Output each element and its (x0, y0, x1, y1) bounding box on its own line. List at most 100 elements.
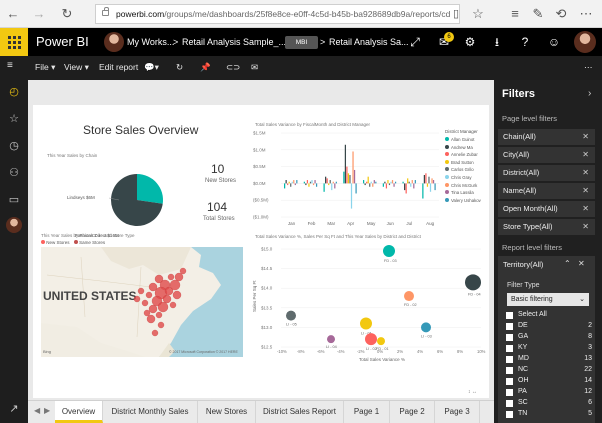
shared-people-icon[interactable]: ⚇ (9, 167, 19, 179)
close-icon[interactable]: ✕ (582, 168, 589, 177)
filter-store-type[interactable]: Store Type(All) ✕ (498, 219, 595, 235)
checkbox[interactable] (506, 345, 513, 352)
favorites-star-icon[interactable]: ☆ (9, 113, 19, 125)
bar[interactable] (391, 180, 394, 184)
store-marker[interactable] (143, 309, 151, 317)
bar[interactable] (363, 180, 365, 184)
store-marker[interactable] (155, 311, 163, 319)
tab-district-sales-report[interactable]: District Sales Report (256, 401, 344, 423)
chevron-up-icon[interactable]: ⌃ (564, 259, 571, 268)
territory-item[interactable]: OH 14 (506, 376, 592, 387)
scatter-point[interactable] (383, 244, 395, 257)
collapse-filters-icon[interactable]: › (588, 88, 592, 99)
close-icon[interactable]: ✕ (582, 204, 589, 213)
scatter-point[interactable] (465, 274, 481, 291)
bar[interactable] (309, 181, 312, 184)
bar[interactable] (428, 176, 430, 184)
notification-icon[interactable]: ✉ (438, 35, 450, 49)
bar[interactable] (311, 180, 313, 184)
store-marker[interactable] (148, 304, 158, 314)
bar[interactable] (408, 181, 410, 184)
bar[interactable] (290, 183, 292, 187)
checkbox[interactable] (506, 356, 513, 363)
checkbox[interactable] (506, 411, 513, 418)
hub-icon[interactable]: ≡ (511, 6, 519, 21)
pie-slice[interactable] (137, 174, 163, 204)
avatar[interactable] (6, 217, 22, 233)
tab-district-monthly-sales[interactable]: District Monthly Sales (103, 401, 198, 423)
checkbox[interactable] (506, 389, 513, 396)
bar[interactable] (367, 176, 369, 184)
bar[interactable] (407, 178, 409, 184)
bar[interactable] (413, 183, 415, 189)
share-icon[interactable]: ⟲ (555, 6, 567, 21)
page-nav-icon[interactable]: ↕ ↔ (468, 389, 477, 395)
store-marker[interactable] (154, 274, 164, 284)
home-icon[interactable]: ◴ (9, 86, 19, 98)
bar[interactable] (346, 166, 348, 184)
bar[interactable] (315, 183, 318, 187)
bar[interactable] (387, 180, 389, 184)
bar[interactable] (291, 181, 293, 184)
territory-item[interactable]: SC 6 (506, 398, 592, 409)
legend-item[interactable]: Andrew Ma (445, 144, 481, 152)
scatter-point[interactable] (360, 317, 372, 330)
web-note-icon[interactable]: ✎ (532, 6, 544, 21)
hamburger-menu-icon[interactable]: ≡ (7, 60, 13, 71)
avatar[interactable] (574, 31, 596, 53)
tab-overview[interactable]: Overview (55, 401, 103, 423)
store-marker[interactable] (148, 282, 158, 292)
comment-icon[interactable]: 💬▾ (144, 62, 159, 72)
filter-type-select[interactable]: Basic filtering ⌄ (507, 293, 589, 306)
store-marker[interactable] (151, 329, 159, 337)
store-marker[interactable] (162, 294, 172, 304)
checkbox[interactable] (506, 367, 513, 374)
territory-item[interactable]: DE 2 (506, 321, 592, 332)
legend-item[interactable]: Valery Ushakov (445, 197, 481, 205)
bar[interactable] (335, 181, 337, 184)
store-marker[interactable] (169, 279, 181, 291)
tab-page-3[interactable]: Page 3 (435, 401, 480, 423)
link-icon[interactable]: ⊂⊃ (226, 62, 241, 72)
tab-page-1[interactable]: Page 1 (344, 401, 390, 423)
territory-item[interactable]: NC 22 (506, 365, 592, 376)
bar[interactable] (284, 183, 286, 189)
checkbox[interactable] (506, 400, 513, 407)
bar[interactable] (390, 181, 392, 184)
store-marker[interactable] (169, 301, 177, 309)
more-icon[interactable]: ⋯ (579, 6, 593, 21)
bar[interactable] (405, 183, 407, 194)
store-marker[interactable] (133, 295, 141, 303)
tab-new-stores[interactable]: New Stores (198, 401, 256, 423)
settings-icon[interactable]: ⚙ (464, 35, 476, 49)
scatter-point[interactable] (327, 335, 335, 344)
app-launcher-icon[interactable] (0, 28, 28, 56)
checkbox[interactable] (506, 334, 513, 341)
bar[interactable] (334, 183, 336, 189)
bar[interactable] (422, 183, 424, 199)
favorite-star-icon[interactable]: ☆ (472, 6, 484, 21)
view-menu[interactable]: View ▾ (64, 62, 89, 72)
bar[interactable] (434, 183, 436, 191)
scatter-point[interactable] (286, 310, 296, 321)
store-marker[interactable] (146, 314, 156, 324)
bar[interactable] (314, 180, 316, 184)
checkbox[interactable] (506, 378, 513, 385)
scatter-chart[interactable]: $15.0 $14.5 $14.0 $13.5 $13.0 $12.5 -10% -8% -6%… (251, 241, 487, 365)
checkbox[interactable] (506, 312, 513, 319)
bar[interactable] (285, 180, 287, 184)
store-marker[interactable] (167, 273, 175, 281)
store-marker[interactable] (174, 272, 184, 282)
close-icon[interactable]: ✕ (582, 132, 589, 141)
bar[interactable] (366, 181, 368, 184)
bar[interactable] (425, 173, 427, 184)
bar[interactable] (373, 180, 375, 184)
close-icon[interactable]: ✕ (582, 222, 589, 231)
bar[interactable] (287, 183, 289, 186)
help-icon[interactable]: ? (521, 35, 529, 49)
scatter-point[interactable] (377, 337, 385, 346)
workspaces-icon[interactable]: ▭ (8, 194, 20, 206)
bar[interactable] (385, 183, 388, 189)
edit-report-button[interactable]: Edit report (99, 62, 139, 72)
store-map[interactable]: UNITED STATES Bing © 2017 Microsoft Corp… (41, 247, 243, 357)
